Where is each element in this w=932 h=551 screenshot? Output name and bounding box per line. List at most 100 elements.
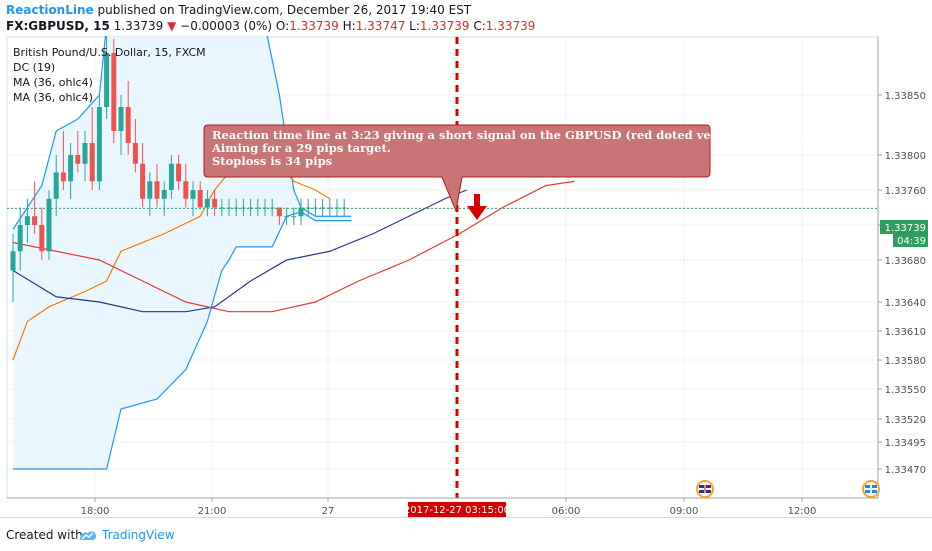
ohlc-close: 1.33739 [485,19,536,33]
candle-body [161,190,167,199]
symbol-label: FX:GBPUSD, 15 [6,19,110,33]
countdown-tag-text: 04:39 [897,236,926,247]
price-tick-label: 1.33640 [885,298,926,309]
ohlc-high: 1.33747 [355,19,406,33]
candle [10,233,16,302]
candle [219,198,225,217]
event-flag-icon-2[interactable] [862,480,880,498]
candle-body [24,216,30,225]
candle [39,207,45,260]
time-axis[interactable]: 18:00 21:00 27 06:00 09:00 12:00 [7,497,878,517]
candle [190,181,196,217]
candle-body [298,207,304,217]
price-change: −0.00003 (0%) [180,19,273,33]
candle [32,181,38,234]
annotation-callout[interactable]: Reaction time line at 3:23 giving a shor… [203,124,820,213]
price-tick-label: 1.33800 [885,151,926,162]
candle-body [10,251,16,271]
publish-line: ReactionLine published on TradingView.co… [6,3,471,17]
candle [46,190,52,260]
candle-body [276,207,282,217]
current-price-tag-text: 1.33739 [885,223,926,234]
candle-body [140,163,146,199]
candle [82,131,88,182]
candle [111,39,117,143]
down-arrow-marker [467,194,487,220]
legend-title: British Pound/U.S. Dollar, 15, FXCM [13,46,206,59]
candle-body [327,207,333,209]
time-tick-label: 09:00 [670,506,699,517]
ohlc-high-label: H: [342,19,356,33]
legend-indicator-ma-1: MA (36, ohlc4) [13,76,93,89]
candle-body [75,155,81,164]
price-tick-label: 1.33680 [885,256,926,267]
symbol-line: FX:GBPUSD, 15 1.33739 ▼ −0.00003 (0%) O:… [6,19,535,33]
candle [17,207,23,271]
candle [68,143,74,199]
price-axis[interactable]: 1.339001.338501.338001.337601.337201.336… [877,36,926,498]
candle [276,207,282,225]
price-tick-label: 1.33580 [885,356,926,367]
cursor-time-tag-text: 2017-12-27 03:15:00 [404,505,510,516]
candle [291,207,297,225]
candle-body [176,163,182,182]
candle [125,81,131,155]
cursor-time-tag: 2017-12-27 03:15:00 [404,502,510,517]
candle-body [320,207,326,209]
moving-average-blue-line [12,189,467,313]
price-tick-label: 1.33850 [885,91,926,102]
candle-body [168,163,174,190]
candle [248,198,254,217]
candle-body [104,53,110,107]
candle-body [53,172,59,199]
chart-header: ReactionLine published on TradingView.co… [0,0,932,36]
candle-body [132,143,138,164]
candle [132,119,138,173]
candle-body [183,181,189,199]
candle-body [255,207,261,209]
candle [89,107,95,190]
time-tick-label: 12:00 [788,506,817,517]
legend-indicator-dc: DC (19) [13,61,55,74]
down-arrow-icon [467,194,487,220]
annotation-box [203,124,711,213]
candle [197,181,203,208]
candle [168,155,174,199]
price-chart[interactable]: Reaction time line at 3:23 giving a shor… [0,36,932,517]
annotation-line-3: Stoploss is 34 pips [212,154,332,168]
ohlc-open: 1.33739 [289,19,339,33]
moving-average-red-line [12,180,575,313]
annotation-line-2: Aiming for a 29 pips target. [211,141,391,155]
candle-body [60,172,66,182]
current-price-tag: 1.33739 04:39 [880,220,928,247]
down-arrow-icon: ▼ [167,19,177,33]
candle [255,198,261,217]
tradingview-brand-link[interactable]: TradingView [102,528,175,542]
candle [147,172,153,217]
price-tick-label: 1.33550 [885,385,926,396]
event-flag-icon[interactable] [696,480,714,498]
candle [298,198,304,225]
candle-body [125,107,131,143]
candle-body [118,107,124,131]
candle-body [32,216,38,225]
candle-body [190,190,196,199]
price-tick-label: 1.33760 [885,186,926,197]
published-text: published on TradingView.com, December 2… [97,3,472,17]
candle [320,198,326,217]
countdown-tag-bg [893,234,928,247]
tradingview-logo-icon [80,531,96,540]
candle [176,155,182,190]
price-tick-label: 1.33470 [885,465,926,476]
candle [104,36,110,119]
time-tick-label: 06:00 [552,506,581,517]
ohlc-close-label: C: [473,19,486,33]
ohlc-low-label: L: [409,19,420,33]
candle [284,207,290,225]
candle-body [46,198,52,252]
price-tick-label: 1.33495 [885,438,926,449]
candle-body [89,143,95,182]
author-name[interactable]: ReactionLine [6,3,94,17]
candle-body [154,181,160,199]
candle-body [39,225,45,252]
